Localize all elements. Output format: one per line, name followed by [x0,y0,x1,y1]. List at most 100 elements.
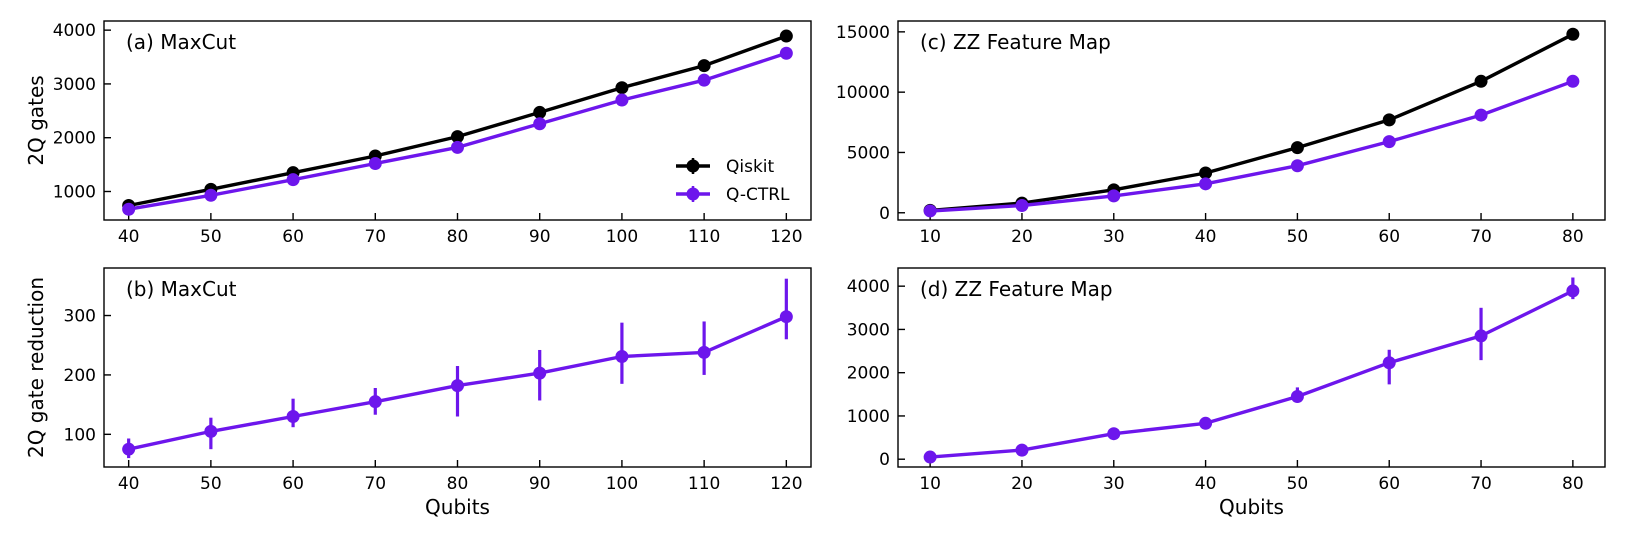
data-point [1474,74,1488,88]
data-point [1382,356,1396,370]
data-point [697,345,711,359]
data-point [451,379,464,393]
data-point [615,81,629,95]
x-tick-label: 40 [1195,474,1217,494]
x-tick-label: 70 [1470,227,1492,247]
x-tick-label: 60 [282,227,304,247]
data-point [286,410,300,424]
series-line [929,289,1574,459]
panel-title: (c) ZZ Feature Map [920,30,1111,54]
data-point [533,105,547,119]
data-point [533,366,547,380]
y-tick-label: 3000 [53,75,96,95]
y-tick-label: 200 [64,366,96,386]
x-tick-label: 50 [200,474,222,494]
x-tick-label: 20 [1011,474,1033,494]
x-tick-label: 80 [447,474,469,494]
data-point [615,93,629,107]
data-point [368,157,382,171]
x-tick-label: 40 [118,474,140,494]
data-point [1566,284,1580,298]
series-qiskit [122,29,793,212]
x-tick-label: 80 [1562,227,1584,247]
series-qctrl [923,277,1580,464]
y-axis-label: 2Q gates [24,75,48,165]
x-tick-label: 60 [1378,227,1400,247]
data-point [1474,108,1488,122]
panel-a: 40 50 60 70 80 90 100 110 120 1000 2000 3000 4000 (a)… [24,20,812,247]
y-tick-label: 1000 [847,407,890,427]
data-point [1015,443,1029,457]
legend-label: Qiskit [726,157,775,177]
y-tick-label: 5000 [847,143,890,163]
data-point [1566,74,1580,88]
x-tick-label: 70 [364,227,386,247]
data-point [533,117,547,131]
series-qctrl [122,278,793,459]
axes-frame [897,267,1606,468]
y-tick-label: 3000 [847,320,890,340]
legend: Qiskit Q-CTRL [676,157,790,205]
data-point [122,442,136,456]
legend-item-qctrl: Q-CTRL [676,185,790,205]
legend-item-qiskit: Qiskit [676,157,775,177]
x-tick-label: 110 [688,474,720,494]
data-point [1382,113,1396,127]
x-tick-label: 90 [529,474,551,494]
x-tick-label: 10 [919,227,941,247]
data-point [1015,199,1029,213]
data-point [1566,27,1580,41]
legend-label: Q-CTRL [726,185,790,205]
x-tick-label: 30 [1103,227,1125,247]
data-point [615,350,629,364]
data-point [1474,329,1488,343]
data-point [923,204,937,218]
x-tick-label: 50 [1287,227,1309,247]
series-qctrl [122,46,793,216]
panel-c: 10 20 30 40 50 60 70 80 0 5000 10000 15000 (c) ZZ Fe… [836,20,1606,247]
data-point [451,140,464,154]
data-point [779,46,793,60]
x-tick-label: 30 [1103,474,1125,494]
x-tick-label: 50 [1287,474,1309,494]
x-tick-label: 60 [1378,474,1400,494]
data-point [1199,177,1213,191]
data-point [1107,189,1121,203]
data-point [697,73,711,87]
x-tick-label: 120 [770,227,802,247]
data-point [368,395,382,409]
x-axis-label: Qubits [425,495,490,519]
y-tick-label: 0 [879,450,890,470]
data-point [779,29,793,43]
x-tick-label: 50 [200,227,222,247]
y-tick-label: 15000 [836,23,890,43]
x-tick-label: 70 [1470,474,1492,494]
x-tick-label: 100 [606,474,638,494]
y-tick-label: 2000 [847,364,890,384]
x-tick-label: 10 [919,474,941,494]
y-tick-label: 2000 [53,129,96,149]
y-tick-label: 300 [64,307,96,327]
x-tick-label: 100 [606,227,638,247]
data-point [122,202,136,216]
legend-marker [686,187,700,201]
data-point [286,173,300,187]
x-tick-label: 90 [529,227,551,247]
x-tick-label: 80 [1562,474,1584,494]
axes-frame [897,20,1606,221]
series-qctrl [923,74,1580,218]
data-point [1199,416,1213,430]
data-point [697,59,711,73]
data-point [1290,159,1304,173]
data-point [1107,427,1121,441]
y-tick-label: 1000 [53,182,96,202]
y-tick-label: 4000 [847,277,890,297]
x-tick-label: 20 [1011,227,1033,247]
x-tick-label: 40 [1195,227,1217,247]
data-point [779,310,793,324]
y-tick-label: 4000 [53,21,96,41]
data-point [204,188,218,202]
y-axis-label: 2Q gate reduction [24,277,48,458]
x-axis-label: Qubits [1219,495,1284,519]
